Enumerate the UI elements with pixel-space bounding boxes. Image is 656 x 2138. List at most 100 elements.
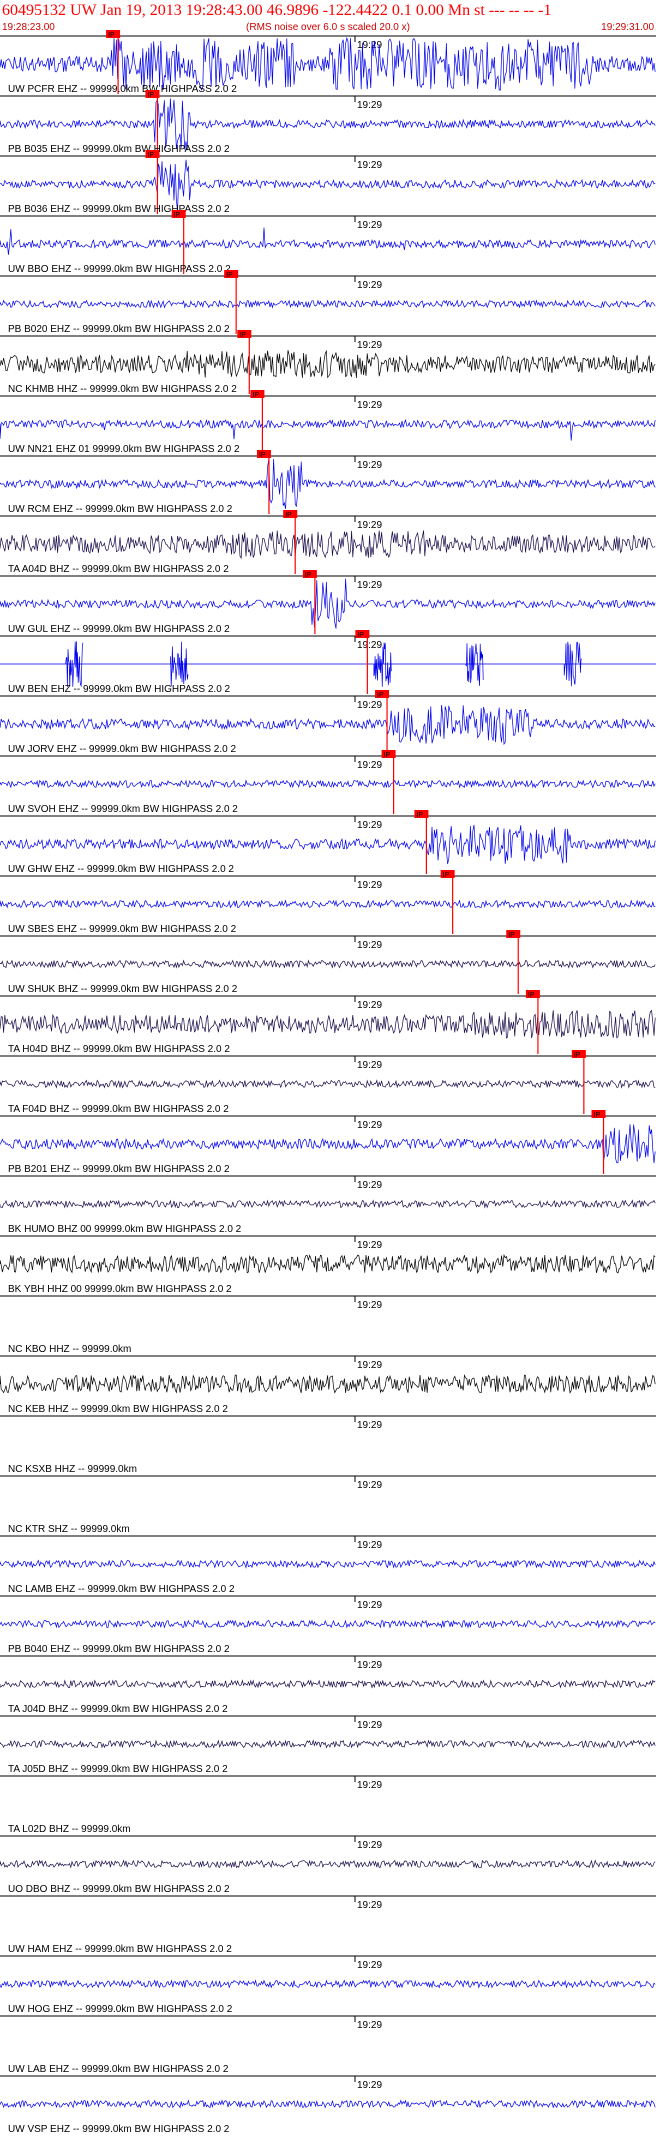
phase-pick-marker: IP	[237, 330, 252, 394]
trace-row: 19:29 IP UW SBES EHZ -- 99999.0km BW HIGHP…	[0, 870, 656, 935]
minute-tick-label: 19:29	[357, 820, 382, 831]
waveform	[0, 159, 656, 210]
waveform	[0, 779, 656, 789]
trace-row: 19:29 IP NC KHMB HHZ -- 99999.0km BW HIGHP…	[0, 330, 656, 395]
waveform	[0, 578, 656, 629]
minute-tick-label: 19:29	[357, 1720, 382, 1731]
minute-tick-label: 19:29	[357, 2020, 382, 2031]
trace-label: PB B035 EHZ -- 99999.0km BW HIGHPASS 2.0…	[8, 144, 230, 155]
trace-row: 19:29 UW LAB EHZ -- 99999.0km BW HIGHPASS…	[0, 2015, 656, 2075]
trace-label: BK HUMO BHZ 00 99999.0km BW HIGHPASS 2.0…	[8, 1224, 242, 1235]
minute-tick-label: 19:29	[357, 1360, 382, 1371]
minute-tick-label: 19:29	[357, 580, 382, 591]
waveform	[0, 1253, 656, 1275]
waveform	[0, 227, 656, 255]
pick-box	[525, 990, 540, 998]
pick-box	[145, 90, 160, 98]
waveform	[0, 1373, 656, 1394]
minute-tick-label: 19:29	[357, 1480, 382, 1491]
minute-tick-label: 19:29	[357, 1300, 382, 1311]
minute-tick-label: 19:29	[357, 700, 382, 711]
pick-label: IP	[594, 1112, 601, 1119]
waveform	[0, 959, 656, 969]
trace-label: TA A04D BHZ -- 99999.0km BW HIGHPASS 2.0…	[8, 564, 229, 575]
event-title: 60495132 UW Jan 19, 2013 19:28:43.00 46.…	[2, 2, 551, 19]
waveform	[0, 36, 656, 91]
trace-row: 19:29 IP PB B035 EHZ -- 99999.0km BW HIGHP…	[0, 90, 656, 155]
trace-row: 19:29 BK HUMO BHZ 00 99999.0km BW HIGHPAS…	[0, 1175, 656, 1235]
trace-row: 19:29 IP TA H04D BHZ -- 99999.0km BW HIGHP…	[0, 990, 656, 1055]
trace-row: 19:29 UW HAM EHZ -- 99999.0km BW HIGHPASS…	[0, 1895, 656, 1955]
phase-pick-marker: IP	[375, 690, 390, 754]
pick-box	[571, 1050, 586, 1058]
phase-pick-marker: IP	[591, 1110, 606, 1174]
waveform	[0, 1619, 656, 1629]
trace-label: NC KBO HHZ -- 99999.0km	[8, 1344, 131, 1355]
trace-row: 19:29 IP TA F04D BHZ -- 99999.0km BW HIGHP…	[0, 1050, 656, 1115]
phase-pick-marker: IP	[145, 150, 160, 214]
trace-row: 19:29 BK YBH HHZ 00 99999.0km BW HIGHPASS…	[0, 1235, 656, 1295]
trace-label: TA L02D BHZ -- 99999.0km	[8, 1824, 131, 1835]
phase-pick-marker: IP	[256, 450, 271, 514]
pick-label: IP	[443, 872, 450, 879]
minute-tick-label: 19:29	[357, 520, 382, 531]
phase-pick-marker: IP	[145, 90, 160, 154]
minute-tick-label: 19:29	[357, 1840, 382, 1851]
plot-header: 60495132 UW Jan 19, 2013 19:28:43.00 46.…	[2, 2, 654, 33]
trace-row: 19:29 IP PB B201 EHZ -- 99999.0km BW HIGHP…	[0, 1110, 656, 1175]
pick-box	[256, 450, 271, 458]
pick-label: IP	[239, 332, 246, 339]
waveform	[0, 1079, 656, 1089]
pick-label: IP	[416, 812, 423, 819]
trace-row: 19:29 IP UW NN21 EHZ 01 99999.0km BW HIGHP…	[0, 390, 656, 455]
minute-tick-label: 19:29	[357, 1120, 382, 1131]
trace-row: 19:29 IP UW GUL EHZ -- 99999.0km BW HIGHPA…	[0, 570, 656, 635]
trace-row: 19:29 IP UW BBO EHZ -- 99999.0km BW HIGHPA…	[0, 210, 656, 275]
trace-row: 19:29 TA J04D BHZ -- 99999.0km BW HIGHPAS…	[0, 1655, 656, 1715]
phase-pick-marker: IP	[571, 1050, 586, 1114]
pick-label: IP	[357, 632, 364, 639]
pick-box	[375, 690, 390, 698]
minute-tick-label: 19:29	[357, 1420, 382, 1431]
minute-tick-label: 19:29	[357, 280, 382, 291]
trace-label: UW LAB EHZ -- 99999.0km BW HIGHPASS 2.0 …	[8, 2064, 229, 2075]
waveform	[0, 641, 656, 688]
minute-tick-label: 19:29	[357, 1540, 382, 1551]
trace-row: 19:29 IP UW GHW EHZ -- 99999.0km BW HIGHPA…	[0, 810, 656, 875]
minute-tick-label: 19:29	[357, 1780, 382, 1791]
minute-tick-label: 19:29	[357, 40, 382, 51]
pick-label: IP	[305, 572, 312, 579]
trace-row: 19:29 PB B040 EHZ -- 99999.0km BW HIGHPAS…	[0, 1595, 656, 1655]
phase-pick-marker: IP	[440, 870, 455, 934]
pick-box	[145, 150, 160, 158]
trace-label: TA J05D BHZ -- 99999.0km BW HIGHPASS 2.0…	[8, 1764, 228, 1775]
waveform	[0, 704, 656, 746]
pick-label: IP	[528, 992, 535, 999]
trace-row: 19:29 IP UW SHUK BHZ -- 99999.0km BW HIGHP…	[0, 930, 656, 995]
waveform	[0, 299, 656, 309]
pick-label: IP	[574, 1052, 581, 1059]
trace-label: PB B040 EHZ -- 99999.0km BW HIGHPASS 2.0…	[8, 1644, 230, 1655]
trace-row: 19:29 TA L02D BHZ -- 99999.0km	[0, 1775, 656, 1835]
trace-label: PB B020 EHZ -- 99999.0km BW HIGHPASS 2.0…	[8, 324, 230, 335]
phase-pick-marker: IP	[525, 990, 540, 1054]
waveform	[0, 1199, 656, 1209]
trace-label: TA J04D BHZ -- 99999.0km BW HIGHPASS 2.0…	[8, 1704, 228, 1715]
trace-label: UW HAM EHZ -- 99999.0km BW HIGHPASS 2.0 …	[8, 1944, 232, 1955]
trace-label: UW GUL EHZ -- 99999.0km BW HIGHPASS 2.0 …	[8, 624, 230, 635]
phase-pick-marker: IP	[506, 930, 521, 994]
trace-label: PB B201 EHZ -- 99999.0km BW HIGHPASS 2.0…	[8, 1164, 230, 1175]
trace-label: UW HOG EHZ -- 99999.0km BW HIGHPASS 2.0 …	[8, 2004, 233, 2015]
pick-box	[591, 1110, 606, 1118]
trace-row: 19:29 UW VSP EHZ -- 99999.0km BW HIGHPASS…	[0, 2075, 656, 2135]
waveform	[0, 458, 656, 509]
pick-box	[237, 330, 252, 338]
trace-label: UW BBO EHZ -- 99999.0km BW HIGHPASS 2.0 …	[8, 264, 231, 275]
phase-pick-marker: IP	[355, 630, 370, 694]
trace-row: 19:29 IP TA A04D BHZ -- 99999.0km BW HIGHP…	[0, 510, 656, 575]
waveform	[0, 418, 656, 441]
trace-row: 19:29 IP PB B036 EHZ -- 99999.0km BW HIGHP…	[0, 150, 656, 215]
phase-pick-marker: IP	[224, 270, 239, 334]
